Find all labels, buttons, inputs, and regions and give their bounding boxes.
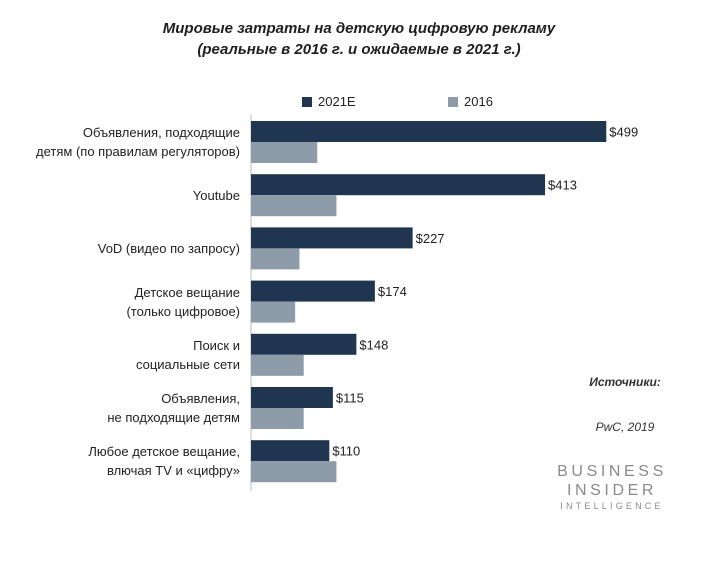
category-label-0-line1: детям (по правилам регуляторов) <box>36 144 240 159</box>
data-label-2021E-0: $499 <box>609 125 638 140</box>
logo-line1: BUSINESS <box>557 463 667 480</box>
bar-2021E-2 <box>251 227 413 249</box>
bar-2021E-6 <box>251 440 330 462</box>
legend-label-2016: 2016 <box>464 94 493 109</box>
logo-line2: INSIDER <box>566 482 658 499</box>
category-label-5-line1: не подходящие детям <box>107 410 240 425</box>
legend-label-2021: 2021E <box>318 94 356 109</box>
category-label-3-line1: (только цифровое) <box>126 303 240 319</box>
chart-title-line2: (реальные в 2016 г. и ожидаемые в 2021 г… <box>197 41 521 58</box>
bar-2016-6 <box>251 461 337 483</box>
bar-2016-3 <box>251 301 296 323</box>
category-label-6-line1: влючая TV и «цифру» <box>106 463 240 479</box>
legend-swatch-2021 <box>302 96 312 107</box>
legend-item-2016: 2016 <box>448 94 493 109</box>
chart-title: Мировые затраты на детскую цифровую рекл… <box>0 18 718 60</box>
source-label: Источники: <box>589 375 661 389</box>
category-label-5: Объявления, не подходящие детям <box>10 389 240 427</box>
category-label-6: Любое детское вещание, влючая TV и «цифру… <box>10 442 240 480</box>
category-label-4-line0: Поиск и <box>193 337 240 353</box>
category-label-3-line0: Детское вещание <box>134 284 240 300</box>
data-label-2021E-5: $115 <box>336 391 364 406</box>
category-label-1-line0: Youtube <box>192 187 240 203</box>
logo-line3: INTELLIGENCE <box>560 501 664 511</box>
bar-2021E-0 <box>251 121 607 142</box>
category-label-0-line0: Объявления, подходящие <box>82 125 240 140</box>
bar-2016-1 <box>251 195 337 217</box>
chart-title-line1: Мировые затраты на детскую цифровую рекл… <box>162 20 556 37</box>
bar-2021E-3 <box>251 280 375 302</box>
bar-2021E-1 <box>251 174 546 196</box>
category-label-3: Детское вещание (только цифровое) <box>10 283 240 321</box>
legend-swatch-2016 <box>448 96 458 107</box>
category-label-4-line1: социальные сети <box>135 356 240 372</box>
data-label-2021E-2: $227 <box>416 231 445 246</box>
category-label-4: Поиск и социальные сети <box>10 336 240 374</box>
source-value: PwC, 2019 <box>595 420 655 434</box>
category-label-1: Youtube <box>10 186 240 205</box>
business-insider-logo: BUSINESS INSIDER INTELLIGENCE <box>554 462 670 512</box>
bar-2016-5 <box>251 408 304 429</box>
data-label-2021E-3: $174 <box>378 284 407 299</box>
category-label-5-line0: Объявления, <box>161 391 240 406</box>
category-label-0: Объявления, подходящие детям (по правилам… <box>10 123 240 161</box>
bar-2021E-4 <box>251 333 357 355</box>
bar-2016-2 <box>251 248 300 270</box>
data-label-2021E-4: $148 <box>359 337 388 352</box>
data-label-2021E-1: $413 <box>548 178 577 193</box>
legend-item-2021: 2021E <box>302 94 356 109</box>
category-label-2-line0: VoD (видео по запросу) <box>97 240 240 256</box>
category-label-6-line0: Любое детское вещание, <box>88 444 240 460</box>
bar-2021E-5 <box>251 387 333 408</box>
bar-2016-4 <box>251 354 304 376</box>
data-label-2021E-6: $110 <box>332 444 360 459</box>
bar-2016-0 <box>251 142 318 163</box>
category-label-2: VoD (видео по запросу) <box>10 239 240 258</box>
